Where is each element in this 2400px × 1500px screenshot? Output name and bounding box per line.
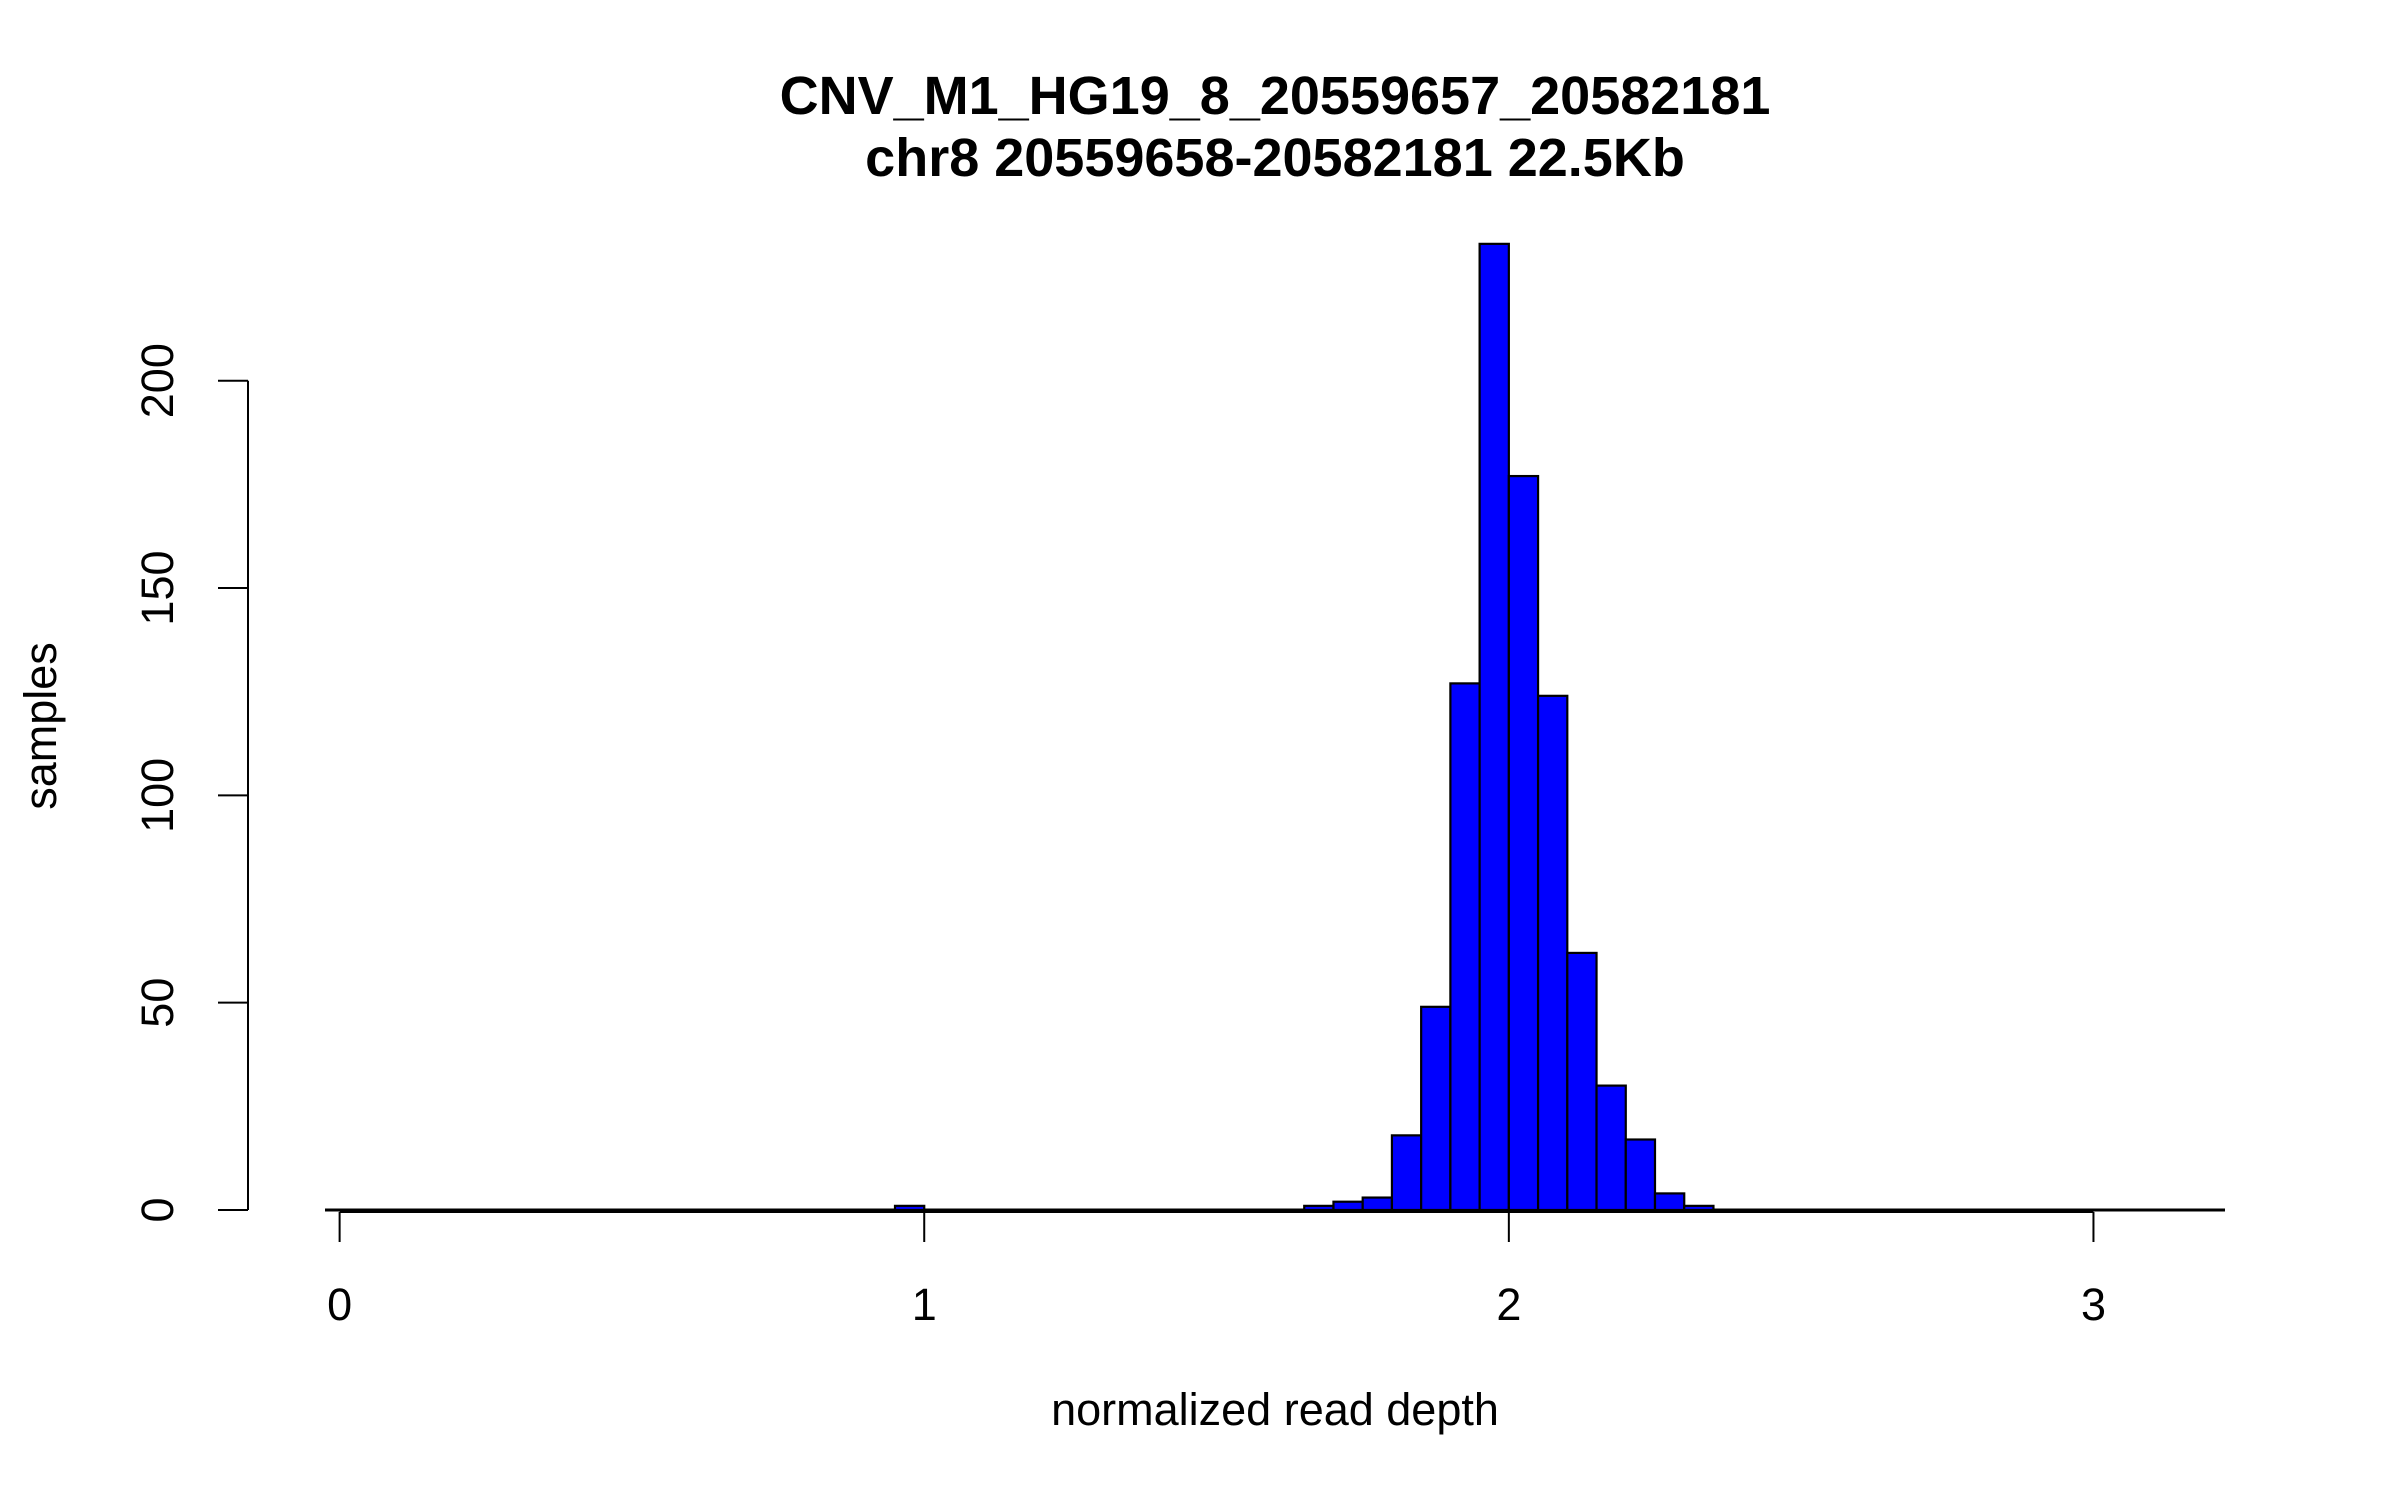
y-tick-label-3: 150 (132, 550, 183, 625)
y-axis: 0 50 100 150 200 (132, 343, 249, 1223)
histogram-bar-12 (1624, 1138, 1657, 1212)
chart-title: CNV_M1_HG19_8_20559657_20582181 (780, 66, 1771, 126)
histogram-bar-7 (1478, 242, 1510, 1212)
x-tick-label-0: 0 (327, 1279, 352, 1330)
y-tick-label-1: 50 (132, 978, 183, 1028)
histogram-bar-13 (1653, 1192, 1686, 1212)
y-tick-label-0: 0 (132, 1197, 183, 1222)
x-axis: 0 1 2 3 (327, 1211, 2106, 1330)
y-tick-label-4: 200 (132, 343, 183, 418)
histogram-bar-2 (1332, 1200, 1364, 1212)
histogram-bar-1 (1303, 1204, 1335, 1212)
histogram-bar-3 (1361, 1196, 1394, 1212)
chart-subtitle: chr8 20559658-20582181 22.5Kb (865, 128, 1685, 188)
histogram-bar-9 (1536, 694, 1569, 1212)
histogram-bar-8 (1507, 474, 1540, 1212)
histogram-bars (325, 242, 2225, 1212)
histogram-bar-5 (1420, 1005, 1452, 1212)
y-tick-label-2: 100 (132, 758, 183, 833)
histogram-bar-0 (893, 1204, 926, 1212)
histogram-bar-4 (1390, 1134, 1423, 1212)
x-tick-label-3: 3 (2081, 1279, 2106, 1330)
x-tick-label-2: 2 (1496, 1279, 1521, 1330)
histogram-bar-14 (1683, 1204, 1715, 1212)
histogram-bar-11 (1595, 1084, 1627, 1212)
histogram-bar-6 (1449, 682, 1481, 1212)
histogram-bar-10 (1566, 951, 1598, 1212)
x-axis-label: normalized read depth (1051, 1384, 1499, 1435)
y-axis-label: samples (15, 642, 66, 810)
x-tick-label-1: 1 (912, 1279, 937, 1330)
title-group: CNV_M1_HG19_8_20559657_20582181 chr8 205… (780, 66, 1771, 188)
